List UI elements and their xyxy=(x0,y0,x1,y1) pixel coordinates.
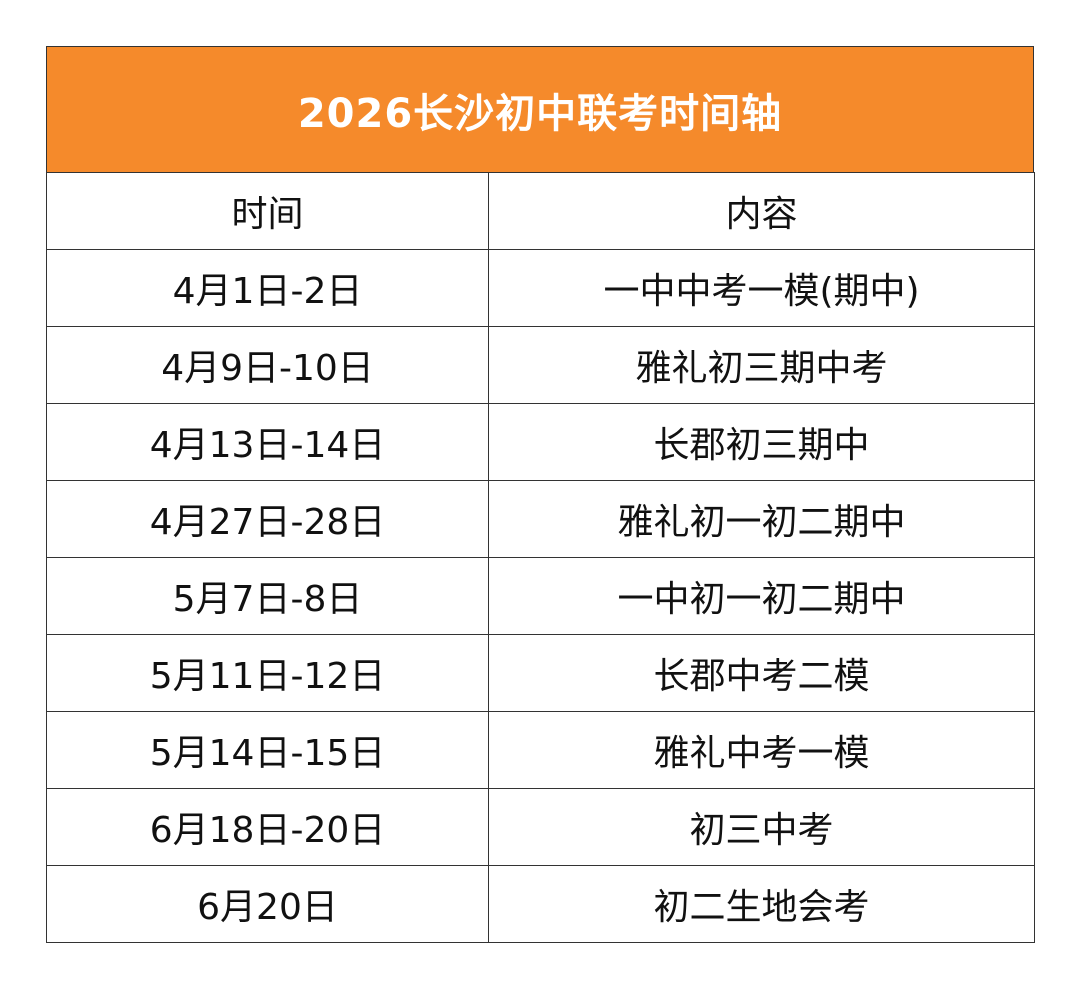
exam-timeline-table: 2026长沙初中联考时间轴 时间 内容 4月1日-2日 一中中考一模(期中) 4… xyxy=(46,46,1035,943)
table-row: 4月13日-14日 长郡初三期中 xyxy=(46,403,1035,481)
content-cell: 长郡中考二模 xyxy=(488,634,1035,712)
time-cell: 6月18日-20日 xyxy=(46,788,489,866)
table-title: 2026长沙初中联考时间轴 xyxy=(297,90,783,137)
content-cell: 初三中考 xyxy=(488,788,1035,866)
column-header-time: 时间 xyxy=(46,172,489,250)
content-cell: 长郡初三期中 xyxy=(488,403,1035,481)
table-row: 5月11日-12日 长郡中考二模 xyxy=(46,634,1035,712)
table-title-bar: 2026长沙初中联考时间轴 xyxy=(46,46,1034,172)
time-cell: 4月9日-10日 xyxy=(46,326,489,404)
time-cell: 5月14日-15日 xyxy=(46,711,489,789)
time-cell: 5月11日-12日 xyxy=(46,634,489,712)
content-cell: 雅礼初三期中考 xyxy=(488,326,1035,404)
table-row: 4月27日-28日 雅礼初一初二期中 xyxy=(46,480,1035,558)
table-row: 5月14日-15日 雅礼中考一模 xyxy=(46,711,1035,789)
time-cell: 6月20日 xyxy=(46,865,489,943)
timeline-table: 时间 内容 4月1日-2日 一中中考一模(期中) 4月9日-10日 雅礼初三期中… xyxy=(46,172,1035,943)
content-cell: 一中初一初二期中 xyxy=(488,557,1035,635)
table-row: 4月1日-2日 一中中考一模(期中) xyxy=(46,249,1035,327)
table-row: 6月18日-20日 初三中考 xyxy=(46,788,1035,866)
time-cell: 4月1日-2日 xyxy=(46,249,489,327)
time-cell: 5月7日-8日 xyxy=(46,557,489,635)
time-cell: 4月27日-28日 xyxy=(46,480,489,558)
time-cell: 4月13日-14日 xyxy=(46,403,489,481)
content-cell: 雅礼初一初二期中 xyxy=(488,480,1035,558)
header-row: 时间 内容 xyxy=(46,172,1035,250)
column-header-content: 内容 xyxy=(488,172,1035,250)
table-row: 4月9日-10日 雅礼初三期中考 xyxy=(46,326,1035,404)
table-row: 5月7日-8日 一中初一初二期中 xyxy=(46,557,1035,635)
content-cell: 初二生地会考 xyxy=(488,865,1035,943)
content-cell: 一中中考一模(期中) xyxy=(488,249,1035,327)
content-cell: 雅礼中考一模 xyxy=(488,711,1035,789)
table-row: 6月20日 初二生地会考 xyxy=(46,865,1035,943)
